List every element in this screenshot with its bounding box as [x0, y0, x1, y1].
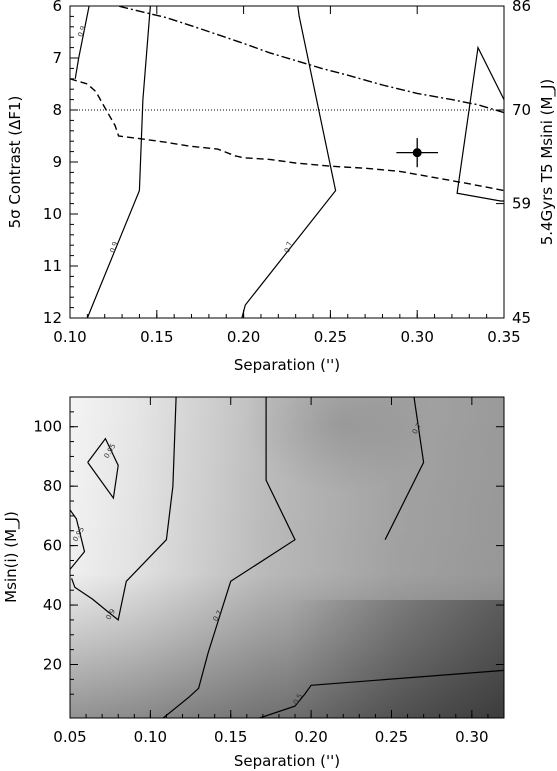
bottom-x-axis-label: Separation (''): [234, 752, 340, 770]
top-y2-tick-label: 59: [512, 195, 531, 213]
top-contour-0: [74, 6, 90, 79]
top-y2-tick-label: 70: [512, 101, 531, 119]
bottom-contour-2: [71, 397, 177, 621]
data-point: [412, 148, 422, 158]
heatmap-background: [70, 397, 504, 718]
bottom-plot-frame: [69, 396, 505, 719]
bottom-x-tick-label: 0.30: [455, 728, 488, 746]
top-y-tick-label: 9: [52, 153, 62, 171]
bottom-y-tick-label: 100: [33, 418, 62, 436]
bottom-y-tick-label: 20: [43, 656, 62, 674]
top-x-tick-label: 0.20: [227, 328, 260, 346]
top-contour-2: [241, 6, 337, 318]
top-x-tick-label: 0.15: [140, 328, 173, 346]
bottom-x-tick-label: 0.15: [214, 728, 247, 746]
top-contour-3: [456, 45, 504, 202]
top-contour-1: [86, 6, 151, 318]
top-y2-axis-label: 5.4Gyrs T5 Msini (M_J): [538, 79, 557, 246]
bottom-y-axis-label: Msin(i) (M_J): [2, 511, 21, 603]
bottom-y-tick-label: 60: [43, 537, 62, 555]
bottom-x-tick-label: 0.10: [134, 728, 167, 746]
top-y-tick-label: 12: [43, 309, 62, 327]
top-y-tick-label: 10: [43, 205, 62, 223]
bottom-contour-1: [70, 509, 86, 570]
bottom-x-tick-label: 0.05: [53, 728, 86, 746]
top-y-tick-label: 11: [43, 257, 62, 275]
top-x-tick-label: 0.10: [53, 328, 86, 346]
top-x-axis-label: Separation (''): [234, 356, 340, 374]
top-y-tick-label: 8: [52, 101, 62, 119]
top-contour-label-0: 0.9: [76, 25, 87, 38]
bottom-y-tick-label: 80: [43, 477, 62, 495]
top-y-axis-label: 5σ Contrast (ΔF1): [6, 96, 24, 229]
top-x-tick-label: 0.25: [314, 328, 347, 346]
bottom-x-tick-label: 0.25: [375, 728, 408, 746]
top-series-dash-dot: [115, 6, 504, 114]
top-x-tick-label: 0.35: [487, 328, 520, 346]
top-plot-frame: [69, 5, 505, 319]
bottom-y-tick-label: 40: [43, 596, 62, 614]
bottom-x-tick-label: 0.20: [294, 728, 327, 746]
bottom-contour-0: [87, 437, 119, 500]
top-contour-label-2: 0.7: [283, 241, 294, 254]
top-y-tick-label: 7: [52, 49, 62, 67]
top-contour-label-1: 0.9: [109, 241, 120, 254]
top-y-tick-label: 6: [52, 0, 62, 15]
top-y2-tick-label: 45: [512, 309, 531, 327]
bottom-contour-3: [162, 397, 296, 718]
bottom-contour-5: [259, 669, 504, 718]
top-x-tick-label: 0.30: [400, 328, 433, 346]
top-y2-tick-label: 86: [512, 0, 531, 15]
top-series-dashed: [70, 78, 504, 192]
bottom-contour-4: [384, 397, 425, 540]
